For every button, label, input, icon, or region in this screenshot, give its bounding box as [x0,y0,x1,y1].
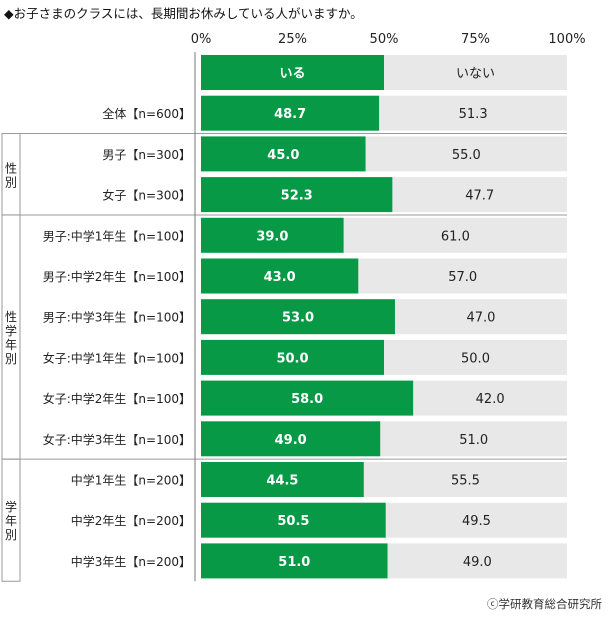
data-label-no: 51.0 [459,433,488,448]
category-label: 男子:中学1年生【n=100】 [43,228,191,243]
data-label-no: 49.0 [463,555,492,570]
data-label-yes: 50.5 [277,514,309,529]
group-label: 年 [5,338,17,352]
data-label-no: 51.3 [459,107,488,122]
row-bar-segment [385,502,567,538]
category-label: 中学1年生【n=200】 [71,473,191,488]
row-bar-segment [365,136,567,172]
data-label-yes: いる [279,67,305,82]
group-label: 学 [5,323,17,338]
category-label: 男子:中学3年生【n=100】 [43,310,191,325]
row-bar-segment [384,339,567,375]
data-label-yes: 52.3 [281,189,313,204]
category-label: 女子:中学1年生【n=100】 [43,350,191,365]
data-label-yes: 48.7 [274,107,306,122]
row-bar-segment [201,421,381,457]
category-label: 女子:中学3年生【n=100】 [43,432,191,447]
row-bar-segment [379,95,567,131]
data-label-yes: 50.0 [276,351,308,366]
row-bar-segment [201,177,393,213]
x-tick-label: 100% [548,32,585,47]
x-tick-label: 50% [370,32,399,47]
legend-bar-segment [201,55,384,90]
row-bar-segment [358,258,567,294]
row-bar-segment [201,95,380,131]
category-label: 中学3年生【n=200】 [71,554,191,569]
data-label-yes: 58.0 [291,392,323,407]
group-label: 学 [5,499,17,514]
row-bar-segment [201,339,384,375]
data-label-yes: 44.5 [266,474,298,489]
data-label-no: 49.5 [462,514,491,529]
row-bar-segment [413,380,567,416]
data-label-yes: 43.0 [264,270,296,285]
data-label-yes: 45.0 [267,148,299,163]
data-label-no: 50.0 [461,351,490,366]
row-bar-segment [201,136,366,172]
row-bar-segment [394,299,567,335]
data-label-yes: 49.0 [275,433,307,448]
category-label: 女子:中学2年生【n=100】 [43,391,191,406]
x-tick-label: 75% [461,32,490,47]
category-label: 全体【n=600】 [102,106,191,121]
group-label: 別 [5,528,17,542]
group-label: 別 [5,352,17,366]
row-bar-segment [201,217,344,253]
group-label: 性 [5,310,17,324]
group-label: 年 [5,514,17,528]
data-label-no: 61.0 [441,229,470,244]
data-label-yes: 53.0 [282,311,314,326]
row-bar-segment [343,217,567,253]
group-label: 性 [5,161,17,175]
x-tick-label: 0% [191,32,212,47]
data-label-no: 42.0 [476,392,505,407]
row-bar-segment [380,421,567,457]
credit-text: ⓒ学研教育総合研究所 [487,597,602,611]
category-label: 中学2年生【n=200】 [71,513,191,528]
row-bar-segment [392,177,567,213]
data-label-no: 55.5 [451,474,480,489]
data-label-no: 47.0 [467,311,496,326]
row-bar-segment [201,543,388,579]
category-label: 男子【n=300】 [102,148,191,162]
row-bar-segment [363,462,567,497]
group-box [1,458,21,582]
row-bar-segment [387,543,567,579]
chart-title: ◆お子さまのクラスには、長期間お休みしている人がいますか。 [4,6,363,21]
data-label-no: 55.0 [452,148,481,163]
category-label: 女子【n=300】 [102,188,191,203]
row-bar-segment [201,299,395,335]
data-label-no: 57.0 [448,270,477,285]
data-label-yes: 39.0 [256,229,288,244]
legend-bar-segment [384,55,567,90]
category-label: 男子:中学2年生【n=100】 [43,269,191,284]
data-label-yes: 51.0 [278,555,310,570]
row-bar-segment [201,502,386,538]
data-label-no: 47.7 [465,189,494,204]
row-bar-segment [201,258,359,294]
row-bar-segment [201,462,364,497]
group-label: 別 [5,175,17,189]
x-tick-label: 25% [278,32,307,47]
data-label-no: いない [456,67,495,82]
row-bar-segment [201,380,414,416]
